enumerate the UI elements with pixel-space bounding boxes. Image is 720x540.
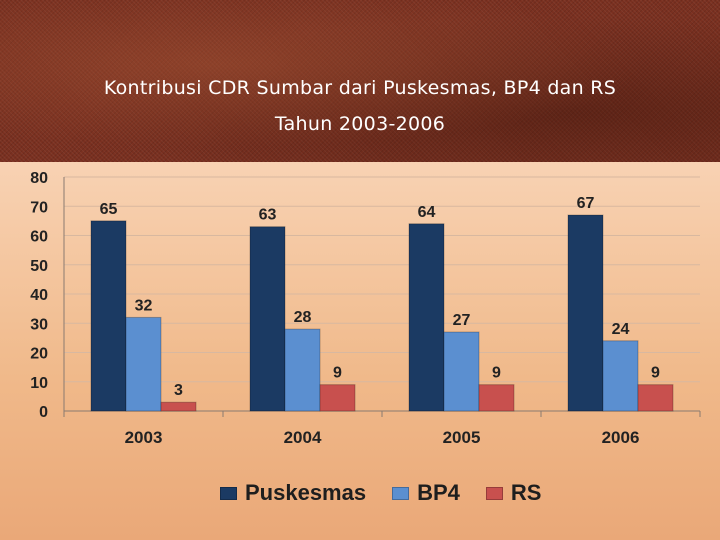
data-label: 67	[577, 195, 595, 212]
bar-rs	[319, 384, 356, 412]
legend-label: BP4	[417, 480, 460, 505]
y-tick-label: 30	[30, 316, 48, 333]
chart-legend: Puskesmas BP4 RS	[220, 478, 567, 508]
data-label: 9	[492, 365, 501, 382]
x-tick-label: 2004	[284, 428, 322, 447]
data-label: 32	[135, 297, 153, 314]
data-label: 9	[651, 365, 660, 382]
data-label: 27	[453, 312, 471, 329]
y-tick-label: 50	[30, 258, 48, 275]
legend-item: Puskesmas	[220, 480, 366, 506]
bar-puskesmas	[249, 226, 286, 412]
x-tick-label: 2006	[602, 428, 640, 447]
bar-bp4	[602, 340, 639, 412]
data-label: 24	[612, 321, 630, 338]
bar-puskesmas	[408, 223, 445, 412]
legend-item: RS	[485, 480, 542, 506]
bar-puskesmas	[90, 220, 127, 412]
y-tick-label: 70	[30, 199, 48, 216]
bar-bp4	[284, 328, 321, 412]
y-tick-label: 0	[39, 404, 48, 421]
bar-chart: 0 10 20 30 40 50 60 70 80 65 32 3 2003 63 28 9 2004 64 27 9…	[30, 170, 701, 447]
bar-rs	[637, 384, 674, 412]
y-tick-label: 60	[30, 229, 48, 246]
bar-bp4	[443, 331, 480, 412]
legend-item: BP4	[392, 480, 460, 506]
legend-swatch	[220, 486, 237, 500]
bar-rs	[478, 384, 515, 412]
bar-rs	[160, 401, 197, 412]
data-label: 63	[259, 207, 277, 224]
data-label: 65	[100, 201, 118, 218]
data-label: 3	[174, 382, 183, 399]
data-label: 64	[418, 204, 436, 221]
y-tick-label: 80	[30, 170, 48, 187]
slide-header: Kontribusi CDR Sumbar dari Puskesmas, BP…	[0, 0, 720, 162]
legend-swatch	[392, 486, 410, 500]
y-tick-label: 40	[30, 287, 48, 304]
chart-title-line1: Kontribusi CDR Sumbar dari Puskesmas, BP…	[103, 77, 617, 99]
x-tick-label: 2005	[443, 428, 481, 447]
bar-bp4	[125, 316, 162, 412]
legend-label: RS	[510, 480, 542, 505]
data-label: 28	[294, 309, 312, 326]
y-tick-label: 20	[30, 346, 48, 363]
y-tick-label: 10	[30, 375, 48, 392]
chart-title-line2: Tahun 2003-2006	[274, 113, 446, 135]
data-label: 9	[333, 365, 342, 382]
x-tick-label: 2003	[125, 428, 163, 447]
legend-label: Puskesmas	[245, 480, 367, 505]
legend-swatch	[485, 486, 503, 500]
bar-puskesmas	[567, 214, 604, 412]
